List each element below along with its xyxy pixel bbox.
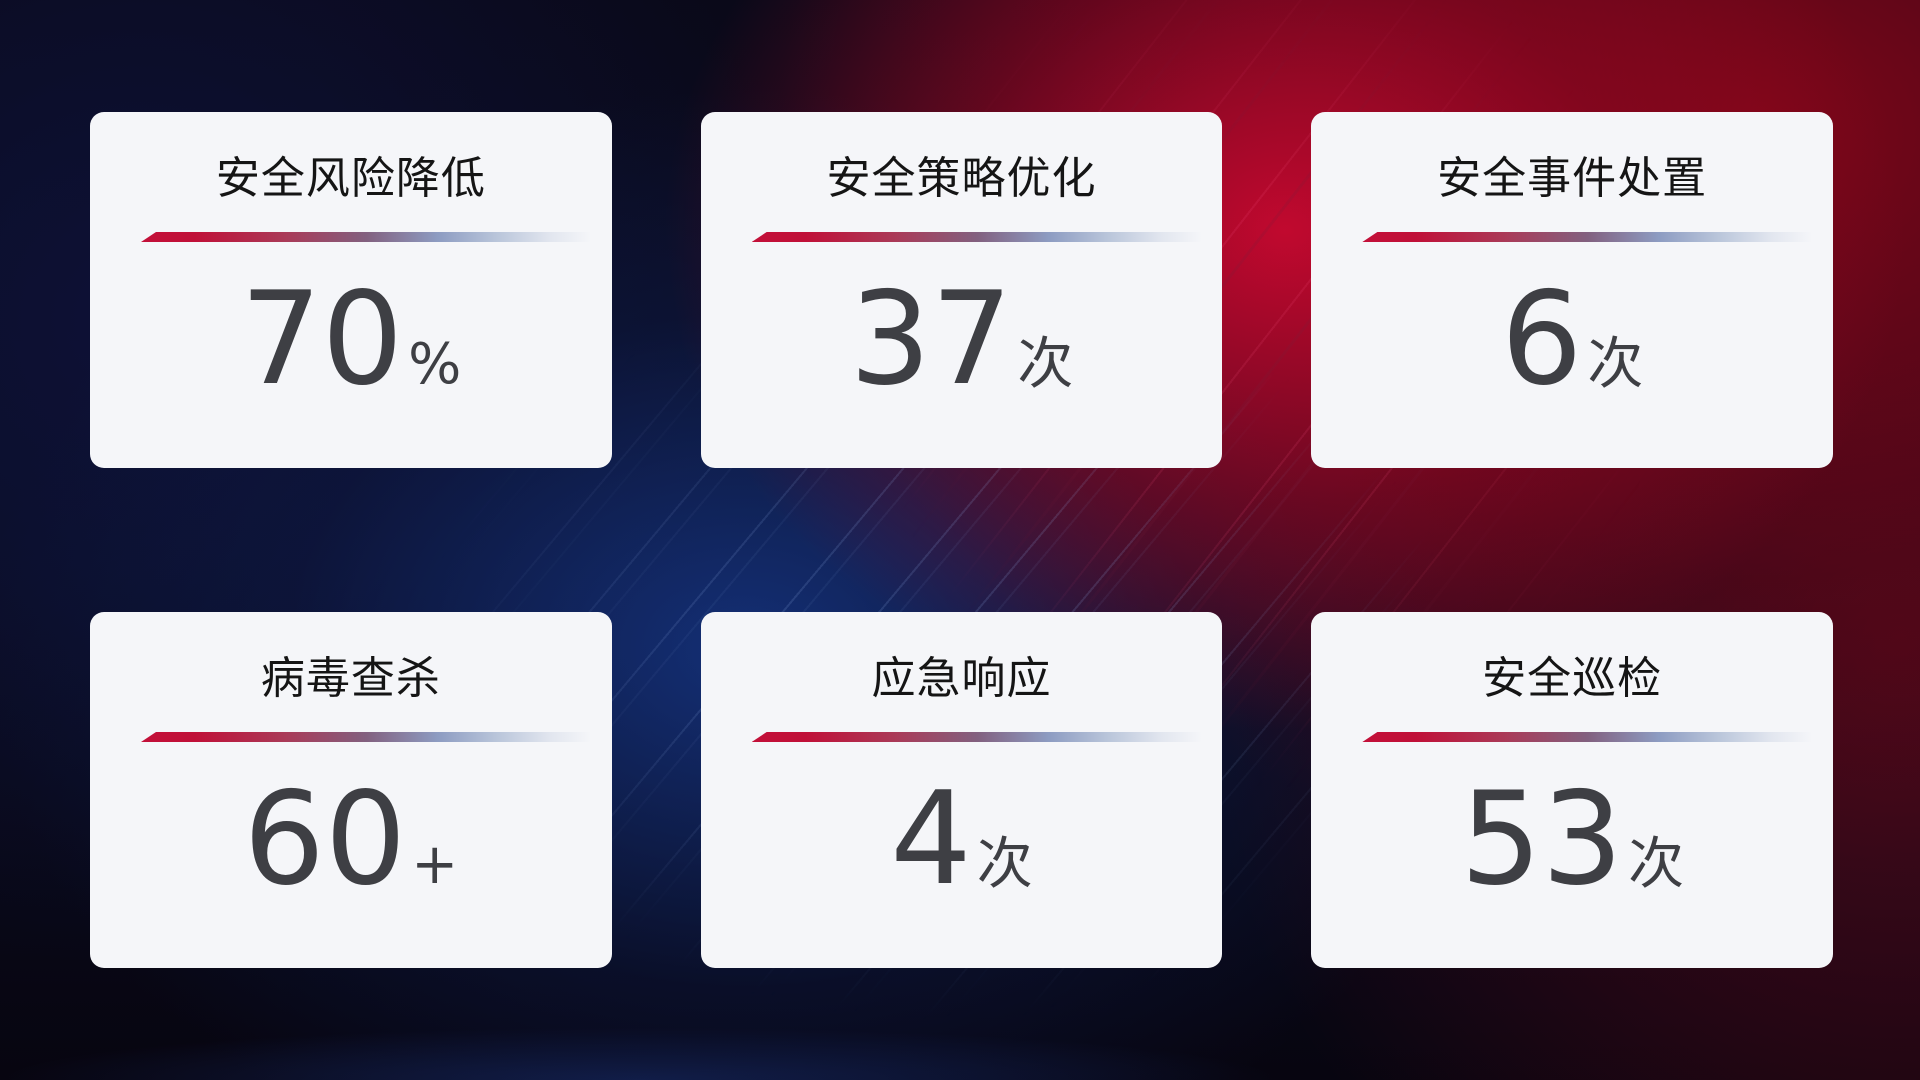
stats-grid: 安全风险降低 70 % 安全策略优化 37 次 安全事件处置 6 次 病毒查杀 … bbox=[90, 112, 1833, 968]
card-value-row: 6 次 bbox=[1311, 270, 1833, 410]
card-value: 4 bbox=[890, 765, 972, 914]
card-value-unit: 次 bbox=[1587, 332, 1644, 397]
card-value-unit: % bbox=[408, 332, 462, 397]
card-title: 安全策略优化 bbox=[826, 153, 1097, 204]
card-title: 安全风险降低 bbox=[215, 153, 486, 204]
card-title: 安全事件处置 bbox=[1437, 153, 1708, 204]
card-value: 60 bbox=[243, 765, 407, 914]
card-value-row: 37 次 bbox=[701, 270, 1223, 410]
stat-card-security-patrol: 安全巡检 53 次 bbox=[1311, 612, 1833, 968]
card-value-row: 53 次 bbox=[1311, 770, 1833, 910]
card-value-unit: 次 bbox=[976, 832, 1033, 897]
card-value: 53 bbox=[1460, 765, 1624, 914]
card-value: 70 bbox=[240, 265, 404, 414]
card-value-unit: 次 bbox=[1017, 332, 1074, 397]
stat-card-policy-optimization: 安全策略优化 37 次 bbox=[700, 112, 1223, 468]
stat-card-incident-handling: 安全事件处置 6 次 bbox=[1311, 112, 1833, 468]
accent-divider-line bbox=[1362, 732, 1813, 742]
card-value-row: 70 % bbox=[90, 270, 612, 410]
accent-divider-line bbox=[141, 732, 591, 742]
stat-card-emergency-response: 应急响应 4 次 bbox=[700, 612, 1223, 968]
card-value-row: 4 次 bbox=[701, 770, 1223, 910]
accent-divider-line bbox=[751, 232, 1202, 242]
card-title: 病毒查杀 bbox=[260, 653, 441, 704]
accent-divider-line bbox=[141, 232, 591, 242]
stat-card-risk-reduction: 安全风险降低 70 % bbox=[90, 112, 612, 468]
card-value-unit: + bbox=[411, 832, 459, 897]
card-title: 安全巡检 bbox=[1482, 653, 1663, 704]
card-value: 37 bbox=[849, 265, 1013, 414]
card-title: 应急响应 bbox=[871, 653, 1052, 704]
stat-card-virus-scan: 病毒查杀 60 + bbox=[90, 612, 612, 968]
accent-divider-line bbox=[751, 732, 1202, 742]
card-value-row: 60 + bbox=[90, 770, 612, 910]
card-value: 6 bbox=[1500, 265, 1583, 414]
card-value-unit: 次 bbox=[1628, 832, 1685, 897]
accent-divider-line bbox=[1362, 232, 1813, 242]
